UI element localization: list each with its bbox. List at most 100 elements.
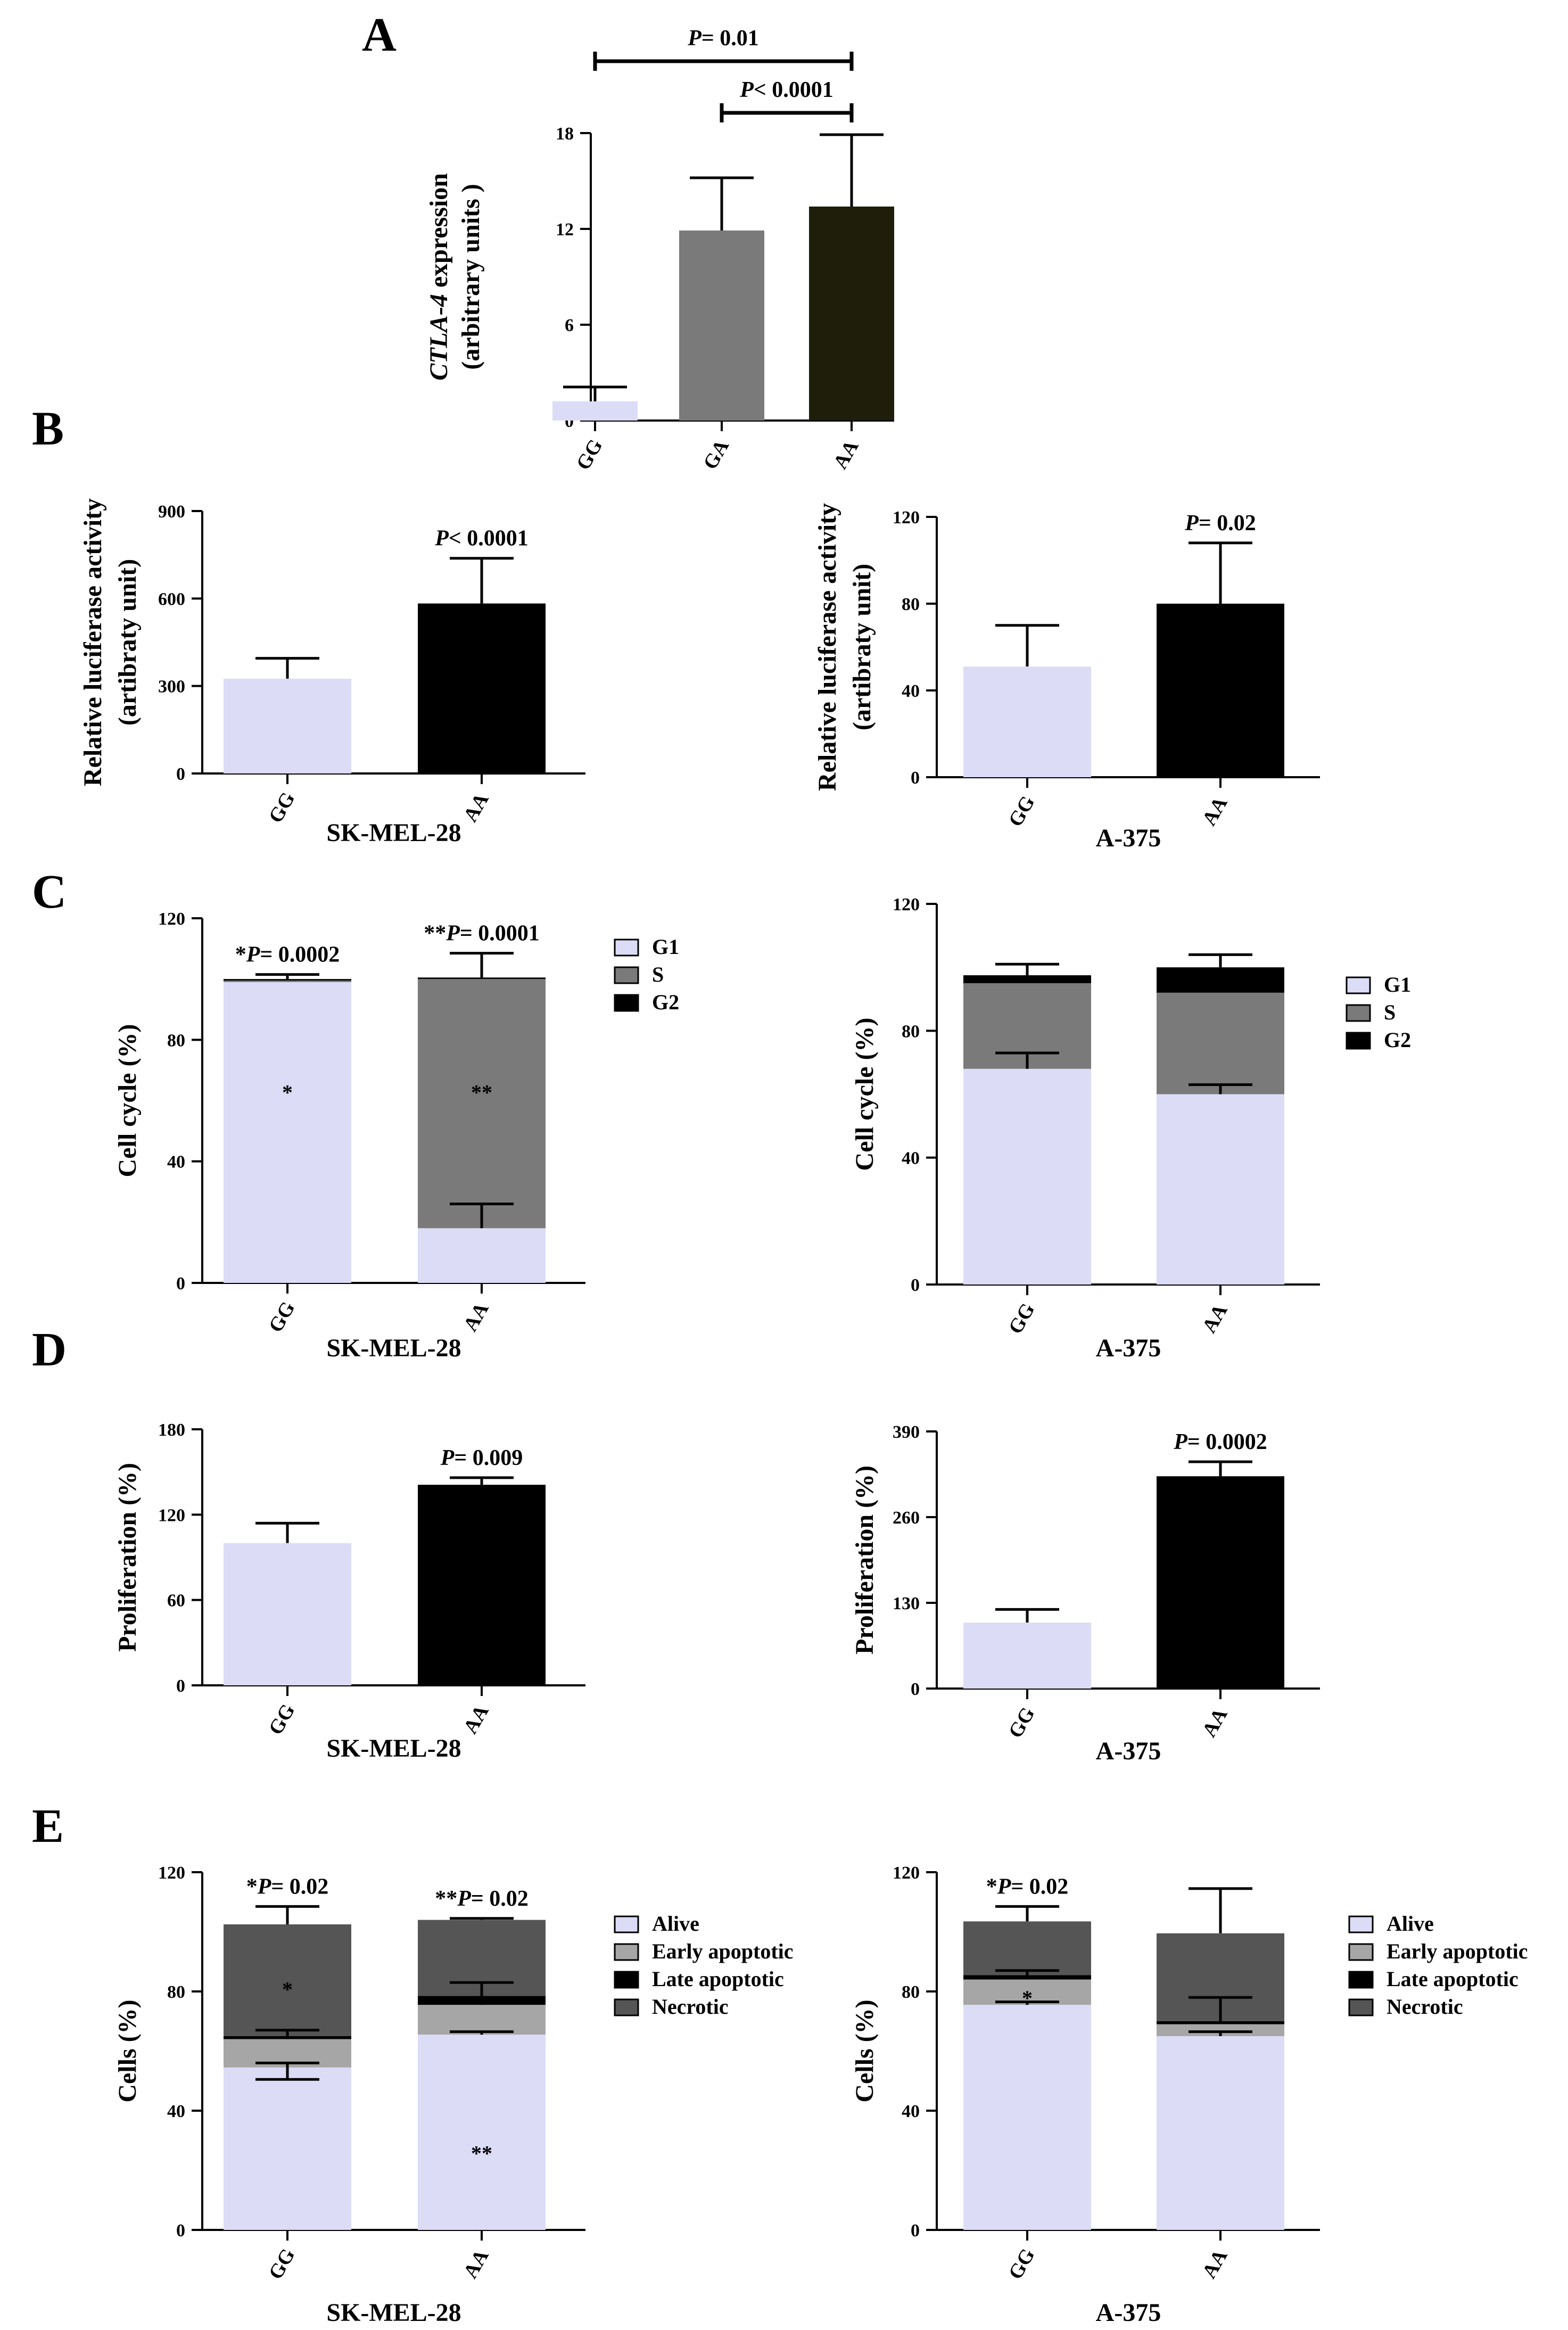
- p-value-label: P= 0.02: [1184, 511, 1256, 536]
- y-axis-label: Relative luciferase activity: [813, 503, 841, 791]
- stack-g1: [418, 1228, 546, 1283]
- x-axis-label: SK-MEL-28: [326, 1334, 461, 1362]
- y-axis-label: Cell cycle (%): [113, 1024, 142, 1178]
- legend-label: Early apoptotic: [652, 1939, 794, 1963]
- y-label-gene: CTLA-4: [425, 294, 453, 381]
- bar-aa: [1157, 604, 1284, 777]
- legend-swatch: [1348, 1971, 1374, 1989]
- y-tick-label: 390: [893, 1422, 920, 1442]
- bar-aa: [1157, 1476, 1284, 1689]
- panel-letter: D: [32, 1323, 67, 1376]
- y-axis-label: Cell cycle (%): [851, 1018, 879, 1171]
- p-symbol: P: [434, 526, 449, 551]
- x-tick-label: GA: [699, 435, 733, 473]
- p-symbol: P: [440, 1446, 455, 1470]
- p-value-label: P= 0.0002: [1173, 1430, 1267, 1454]
- y-tick-label: 80: [167, 1031, 185, 1050]
- y-tick-label: 180: [158, 1420, 185, 1440]
- x-axis-label: A-375: [1096, 1334, 1161, 1362]
- x-axis-label: SK-MEL-28: [326, 819, 461, 847]
- legend-label: Late apoptotic: [652, 1967, 784, 1991]
- y-tick-label: 0: [176, 1676, 185, 1696]
- x-tick-label: GG: [1004, 1299, 1039, 1338]
- stack-g2: [224, 979, 351, 981]
- legend-swatch: [614, 1943, 639, 1961]
- y-axis-label: Proliferation (%): [113, 1463, 142, 1652]
- x-tick-label: GG: [265, 1700, 300, 1739]
- bar-aa: [418, 1485, 546, 1685]
- panel-letter: C: [32, 866, 67, 918]
- p-symbol: P: [997, 1874, 1011, 1899]
- stack-necrotic: [224, 1924, 351, 2036]
- p-value-label: **P= 0.02: [435, 1887, 529, 1911]
- stack-alive: [224, 2067, 351, 2230]
- p-value: = 0.02: [471, 1887, 529, 1911]
- p-value-label: *P= 0.02: [986, 1874, 1069, 1899]
- stack-alive: [1157, 2036, 1284, 2230]
- chart-c2: 0 40 80 120 GG AA Cell cycle (%) A-375 G1 S G2: [851, 895, 1411, 1362]
- x-tick-label: AA: [459, 2245, 493, 2282]
- y-tick-label: 40: [167, 1152, 185, 1172]
- y-tick-label: 120: [158, 909, 185, 929]
- legend-swatch: [614, 1971, 639, 1989]
- legend-label: Necrotic: [1387, 1995, 1463, 2019]
- y-tick-label: 80: [902, 1022, 920, 1041]
- bar-gg: [963, 666, 1091, 777]
- y-tick-label: 300: [158, 677, 185, 697]
- x-tick-label: AA: [829, 436, 863, 473]
- x-axis-label: SK-MEL-28: [326, 1734, 461, 1763]
- y-axis-label: (arbitrary units ): [457, 184, 485, 369]
- y-axis-label: Cells (%): [851, 1999, 879, 2102]
- y-axis-label: CTLA-4 expression: [425, 173, 453, 381]
- p-value: = 0.0002: [260, 943, 340, 967]
- bar-aa: [809, 207, 894, 421]
- legend-swatch: [614, 994, 639, 1012]
- bracket-p-value: P< 0.0001: [739, 78, 833, 102]
- bracket-p-value: P= 0.01: [687, 26, 759, 51]
- y-tick-label: 40: [167, 2102, 185, 2121]
- legend-swatch: [1348, 1998, 1374, 2016]
- legend-label: Late apoptotic: [1387, 1967, 1519, 1991]
- x-axis-label: SK-MEL-28: [326, 2299, 461, 2327]
- stack-late-apoptotic: [1157, 2021, 1284, 2024]
- bar-gg: [224, 678, 351, 773]
- stack-g1: [224, 982, 351, 1283]
- p-value: = 0.0001: [460, 921, 540, 946]
- y-tick-label: 80: [902, 1982, 920, 2002]
- x-axis-label: A-375: [1096, 824, 1161, 852]
- y-tick-label: 0: [911, 1275, 920, 1295]
- y-axis-label: Proliferation (%): [851, 1465, 879, 1654]
- y-tick-label: 60: [167, 1591, 185, 1611]
- y-tick-label: 18: [556, 124, 574, 144]
- stack-s: [1157, 992, 1284, 1094]
- legend-label: Early apoptotic: [1387, 1939, 1528, 1963]
- y-tick-label: 6: [565, 316, 574, 335]
- y-tick-label: 0: [176, 1274, 185, 1294]
- x-tick-label: AA: [459, 789, 493, 826]
- p-stars: *: [986, 1874, 997, 1899]
- legend-label: Necrotic: [652, 1995, 729, 2019]
- stack-g2: [963, 975, 1091, 983]
- stack-g1: [963, 1068, 1091, 1285]
- significance-mark: *: [282, 1977, 293, 2001]
- chart-d1: D 0 60 120 180 GG AA Proliferation (%) SK-MEL-28…: [32, 1323, 585, 1763]
- p-stars: **: [424, 921, 446, 946]
- chart-d2: 0 130 260 390 GG AA Proliferation (%) A-375 P= 0…: [851, 1422, 1320, 1765]
- p-value: = 0.01: [702, 26, 759, 51]
- stack-g1: [1157, 1094, 1284, 1285]
- p-value: < 0.0001: [754, 78, 833, 102]
- p-value: = 0.0002: [1187, 1430, 1267, 1454]
- legend-swatch: [1348, 1943, 1374, 1961]
- legend-swatch: [614, 938, 639, 957]
- y-tick-label: 120: [893, 508, 920, 528]
- x-tick-label: GG: [1004, 792, 1039, 830]
- p-symbol: P: [1173, 1430, 1187, 1454]
- y-tick-label: 260: [893, 1508, 920, 1528]
- x-tick-label: AA: [459, 1701, 493, 1738]
- legend-label: S: [1384, 1000, 1396, 1024]
- p-value: = 0.02: [271, 1874, 328, 1899]
- stack-early-apoptotic: [418, 2005, 546, 2035]
- legend-swatch: [1346, 1004, 1371, 1022]
